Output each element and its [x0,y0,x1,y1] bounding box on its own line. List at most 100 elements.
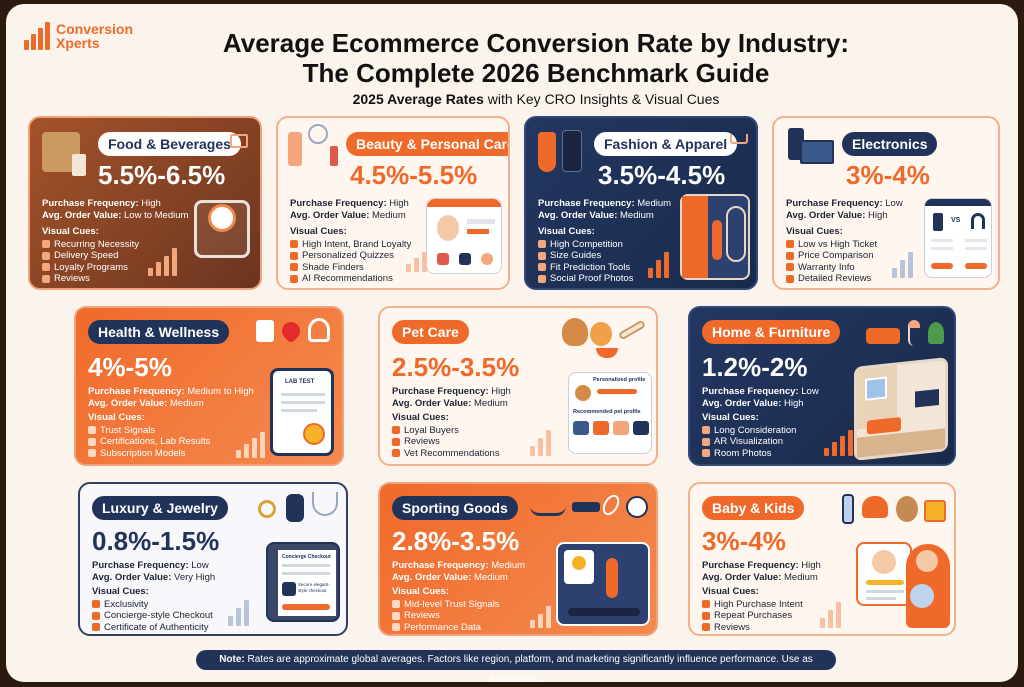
badge-icon [303,423,325,445]
card-electronics: Electronics 3%-4% Purchase Frequency: Lo… [772,116,1000,290]
cue-item: Trust Signals [88,425,210,437]
card-luxury: Luxury & Jewelry 0.8%-1.5% Purchase Freq… [78,482,348,636]
dumbbell-icon [572,502,600,512]
cue-item: Mid-level Trust Signals [392,599,500,611]
concierge-checkout-screen-icon: Concierge Checkout Secure elegant-style … [266,542,340,622]
person-icon [712,220,722,260]
target-icon [538,240,546,249]
cue-item: Fit Prediction Tools [538,262,633,274]
heart-icon [702,600,710,609]
shield-icon [88,426,96,435]
cue-item: Long Consideration [702,425,796,437]
industry-label-home: Home & Furniture [702,320,841,344]
stroller-icon [862,496,888,518]
star-icon [392,611,400,620]
window-icon [865,376,887,401]
brand-logo: Conversion Xperts [24,22,133,50]
cue-item: Repeat Purchases [702,610,803,622]
brand-name-line2: Xperts [56,35,100,51]
soccer-ball-icon [626,496,648,518]
stats-luxury: Purchase Frequency: Low Avg. Order Value… [92,560,216,583]
jacket-icon [562,130,582,172]
stats-home: Purchase Frequency: Low Avg. Order Value… [702,386,819,409]
runner-icon [606,558,618,598]
phone-icon [933,213,943,231]
ring-icon [258,500,276,518]
face-icon [437,215,459,241]
cues-luxury: Visual Cues: Exclusivity Concierge-style… [92,586,213,633]
industry-label-sporting: Sporting Goods [392,496,518,520]
industry-label-fashion: Fashion & Apparel [594,132,738,156]
card-home: Home & Furniture 1.2%-2% Purchase Freque… [688,306,956,466]
card-fashion: Fashion & Apparel 3.5%-4.5% Purchase Fre… [524,116,758,290]
rate-luxury: 0.8%-1.5% [92,526,220,556]
bicycle-icon [530,498,566,516]
palette-icon [290,263,298,272]
cues-baby: Visual Cues: High Purchase Intent Repeat… [702,586,803,633]
rate-food: 5.5%-6.5% [98,160,226,190]
recommended-label: Recommended pet profile [573,409,641,415]
cue-item: Social Proof Photos [538,273,633,285]
bar-chart-icon [530,598,551,628]
pet-bowl-icon [596,348,618,358]
cue-item: Exclusivity [92,599,213,611]
cues-electronics: Visual Cues: Low vs High Ticket Price Co… [786,226,878,284]
clock-icon [208,204,236,232]
bottle-icon [842,494,854,524]
cue-item: Recurring Necessity [42,239,139,251]
stats-food: Purchase Frequency: High Avg. Order Valu… [42,198,189,221]
lab-test-label: LAB TEST [285,379,315,385]
cue-item: Subscription Models [88,448,210,460]
stats-beauty: Purchase Frequency: High Avg. Order Valu… [290,198,409,221]
coffee-cup-icon [72,154,86,176]
hanger-icon [730,134,748,144]
secure-label: Secure elegant-style checkout [298,582,330,593]
cues-beauty: Visual Cues: High Intent, Brand Loyalty … [290,226,412,285]
rating-stars-icon [866,580,904,585]
concierge-icon [92,611,100,620]
cue-item: Room Photos [702,448,796,460]
cue-item: Certificate of Authenticity [92,622,213,634]
star-icon [392,437,400,446]
sofa-icon [866,328,900,344]
dress-icon [538,132,556,172]
cue-item: Reviews [392,610,500,622]
cue-item: Shade Finders [290,262,411,274]
shield-icon [392,600,400,609]
flask-icon [88,437,96,446]
compare-icon [786,251,794,260]
industry-label-electronics: Electronics [842,132,938,156]
card-sporting: Sporting Goods 2.8%-3.5% Purchase Freque… [378,482,658,636]
cue-item: Delivery Speed [42,250,139,262]
clock-icon [702,426,710,435]
tv-icon [915,389,939,408]
card-beauty: Beauty & Personal Care 4.5%-5.5% Purchas… [276,116,510,290]
refresh-icon [42,240,50,249]
card-health: Health & Wellness 4%-5% Purchase Frequen… [74,306,344,466]
cue-item: AI Recommendations [290,273,411,285]
cue-item: Concierge-style Checkout [92,610,213,622]
treadmill-runner-icon [556,542,650,626]
chart-icon [392,623,400,632]
cue-item: Reviews [702,622,803,634]
rate-baby: 3%-4% [702,526,786,556]
cue-item: High Purchase Intent [702,599,803,611]
cue-item: Loyal Buyers [392,425,500,437]
cue-item: Vet Recommendations [392,448,500,460]
bar-chart-icon [820,598,841,628]
repeat-icon [702,611,710,620]
watch-icon [286,494,304,522]
fitting-room-icon [680,194,750,280]
checkout-label: Concierge Checkout [282,554,331,560]
bar-chart-icon [648,248,669,278]
lipstick-icon [330,146,338,166]
cue-item: Low vs High Ticket [786,239,877,251]
lock-icon [282,582,296,596]
page-subtitle: 2025 Average Rates with Key CRO Insights… [352,91,720,107]
basket-icon [230,134,248,148]
shade-finder-screen-icon [426,198,502,274]
industry-label-pet: Pet Care [392,320,469,344]
footnote: Note: Rates are approximate global avera… [196,650,836,682]
bar-chart-icon [236,428,265,458]
dog-icon [575,385,591,401]
